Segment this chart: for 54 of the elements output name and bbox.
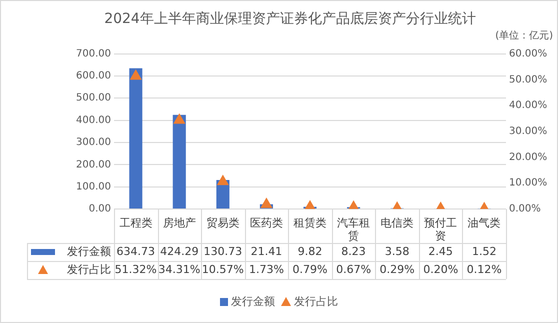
y-tick-label: 500.00	[76, 92, 111, 104]
point	[217, 175, 229, 186]
data-label: 2.45	[428, 244, 453, 258]
legend-label: 发行金额	[67, 244, 111, 258]
data-label: 0.29%	[380, 262, 415, 276]
x-tick-label: 工程类	[119, 216, 152, 230]
data-label: 0.79%	[292, 262, 328, 276]
chart-subtitle: (单位：亿元)	[495, 29, 554, 42]
y2-tick-label: 60.00%	[509, 48, 548, 60]
y-tick-label: 700.00	[76, 48, 111, 60]
point	[260, 198, 272, 208]
y-tick-label: 300.00	[76, 137, 111, 148]
data-label: 34.31%	[158, 262, 200, 276]
data-label: 10.57%	[202, 262, 244, 276]
chart-title: 2024年上半年商业保理资产证券化产品底层资产分行业统计	[104, 11, 476, 28]
bar	[172, 114, 186, 208]
data-label: 1.73%	[248, 262, 284, 276]
x-tick-label: 汽车租赁	[337, 216, 370, 243]
x-tick-label: 房地产	[162, 216, 196, 230]
data-label: 0.12%	[466, 262, 502, 276]
y-tick-label: 0.00	[88, 204, 111, 215]
x-tick-label: 电信类	[380, 216, 414, 230]
data-label: 0.67%	[336, 262, 372, 276]
text: 发行金额	[231, 295, 275, 308]
x-tick-label: 医药类	[250, 216, 283, 230]
y2-tick-label: 10.00%	[509, 178, 548, 189]
data-label: 634.73	[116, 244, 156, 258]
y2-tick-label: 30.00%	[509, 126, 548, 137]
y-tick-label: 400.00	[76, 114, 111, 126]
point	[130, 70, 142, 80]
data-label: 130.73	[204, 244, 242, 258]
point	[174, 114, 186, 124]
bar	[129, 68, 142, 208]
data-label: 1.52	[472, 244, 496, 258]
x-tick-label: 贸易类	[206, 216, 240, 230]
data-label: 424.29	[160, 244, 199, 258]
x-tick-label: 租赁类	[294, 216, 326, 230]
y2-tick-label: 0.00%	[509, 204, 541, 215]
data-label: 51.32%	[114, 262, 157, 276]
data-label: 0.20%	[423, 262, 458, 276]
data-label: 21.41	[250, 244, 282, 258]
x-tick-label: 预付工资	[424, 216, 458, 243]
y2-tick-label: 20.00%	[509, 152, 548, 163]
data-label: 8.23	[341, 244, 366, 258]
y-tick-label: 100.00	[76, 181, 111, 192]
y2-tick-label: 50.00%	[509, 74, 548, 86]
data-label: 9.82	[298, 244, 322, 258]
legend-label: 发行占比	[67, 262, 111, 276]
y2-tick-label: 40.00%	[509, 100, 548, 112]
text: 发行占比	[294, 295, 338, 308]
y-tick-label: 200.00	[76, 159, 111, 170]
data-label: 3.58	[384, 244, 410, 258]
y-tick-label: 600.00	[76, 70, 111, 82]
x-tick-label: 油气类	[468, 216, 501, 230]
